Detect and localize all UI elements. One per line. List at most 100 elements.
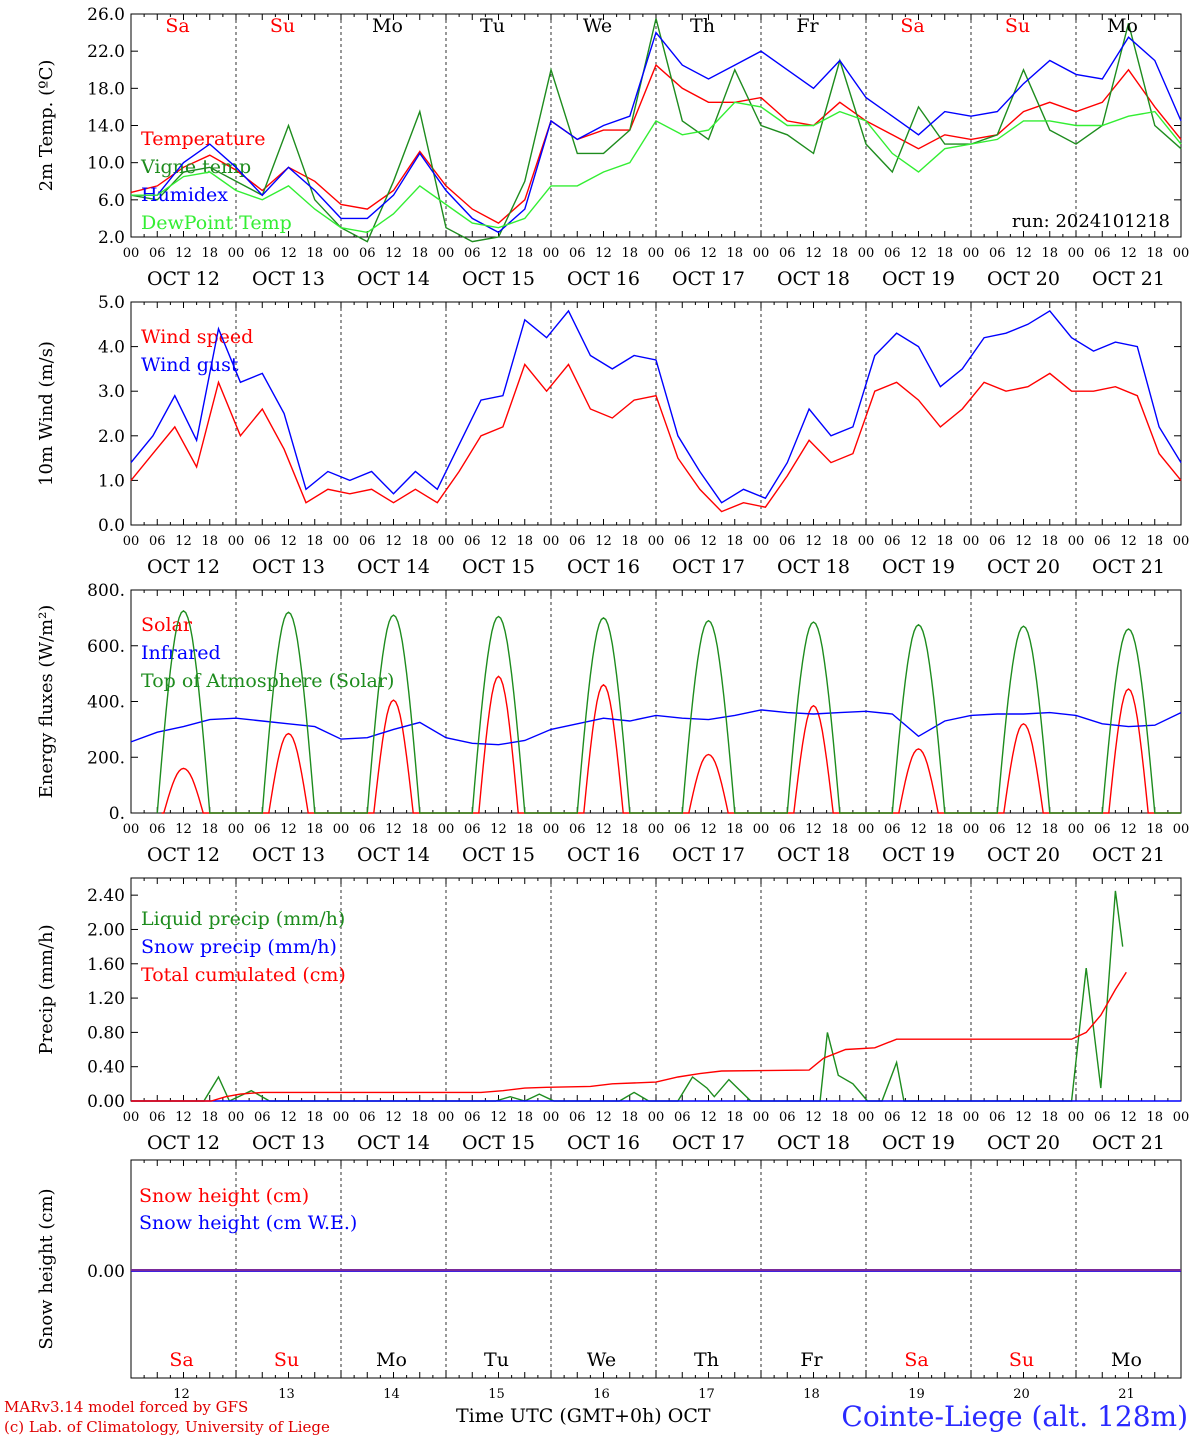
series-line-vigne-temp bbox=[130, 18, 1182, 243]
hour-tick-label: 06 bbox=[1094, 534, 1111, 549]
hour-tick-label: 18 bbox=[516, 822, 533, 837]
bottom-weekday-label: Tu bbox=[484, 1349, 509, 1371]
bottom-day-number: 12 bbox=[173, 1387, 190, 1402]
hour-tick-label: 06 bbox=[674, 822, 691, 837]
hour-tick-label: 06 bbox=[674, 246, 691, 261]
day-label: OCT 17 bbox=[672, 268, 745, 290]
legend-entry: Top of Atmosphere (Solar) bbox=[141, 670, 394, 692]
day-label: OCT 12 bbox=[147, 556, 220, 578]
legend-entry: Snow height (cm) bbox=[139, 1185, 309, 1207]
hour-tick-label: 18 bbox=[831, 534, 848, 549]
y-tick-label: 3.0 bbox=[98, 382, 125, 402]
hour-tick-label: 12 bbox=[175, 1110, 192, 1125]
legend-entry: Snow precip (mm/h) bbox=[141, 936, 337, 958]
hour-tick-label: 00 bbox=[858, 246, 875, 261]
weekday-label: Fr bbox=[796, 15, 819, 37]
hour-tick-label: 00 bbox=[438, 246, 455, 261]
hour-tick-label: 18 bbox=[201, 246, 218, 261]
hour-tick-label: 12 bbox=[490, 534, 507, 549]
hour-tick-label: 06 bbox=[779, 534, 796, 549]
hour-tick-label: 00 bbox=[228, 534, 245, 549]
hour-tick-label: 00 bbox=[858, 1110, 875, 1125]
y-tick-label: 0.40 bbox=[87, 1058, 125, 1078]
hour-tick-label: 06 bbox=[464, 822, 481, 837]
hour-tick-label: 00 bbox=[123, 1110, 140, 1125]
hour-tick-label: 00 bbox=[123, 534, 140, 549]
day-label: OCT 20 bbox=[987, 268, 1060, 290]
weekday-label: Su bbox=[270, 15, 295, 37]
day-label: OCT 13 bbox=[252, 556, 325, 578]
day-label: OCT 14 bbox=[357, 268, 430, 290]
day-label: OCT 17 bbox=[672, 556, 745, 578]
hour-tick-label: 06 bbox=[254, 534, 271, 549]
weekday-label: Sa bbox=[165, 15, 189, 37]
hour-tick-label: 00 bbox=[963, 246, 980, 261]
hour-tick-label: 12 bbox=[595, 822, 612, 837]
hour-tick-label: 00 bbox=[648, 246, 665, 261]
hour-tick-label: 06 bbox=[779, 246, 796, 261]
hour-tick-label: 00 bbox=[1173, 822, 1190, 837]
hour-tick-label: 00 bbox=[963, 822, 980, 837]
y-tick-label: 18.0 bbox=[87, 79, 125, 99]
hour-tick-label: 18 bbox=[831, 822, 848, 837]
hour-tick-label: 18 bbox=[411, 246, 428, 261]
hour-tick-label: 00 bbox=[963, 534, 980, 549]
bottom-day-number: 16 bbox=[593, 1387, 610, 1402]
hour-tick-label: 18 bbox=[201, 822, 218, 837]
hour-tick-label: 06 bbox=[149, 246, 166, 261]
y-tick-label: 2.0 bbox=[98, 228, 125, 248]
hour-tick-label: 12 bbox=[700, 822, 717, 837]
hour-tick-label: 12 bbox=[1120, 822, 1137, 837]
hour-tick-label: 06 bbox=[254, 246, 271, 261]
hour-tick-label: 18 bbox=[1146, 534, 1163, 549]
hour-tick-label: 06 bbox=[989, 1110, 1006, 1125]
hour-tick-label: 12 bbox=[805, 246, 822, 261]
lab-credit: (c) Lab. of Climatology, University of L… bbox=[4, 1418, 330, 1436]
bottom-day-number: 17 bbox=[698, 1387, 715, 1402]
hour-tick-label: 06 bbox=[884, 534, 901, 549]
hour-tick-label: 18 bbox=[306, 534, 323, 549]
y-tick-label: 2.40 bbox=[87, 886, 125, 906]
hour-tick-label: 18 bbox=[621, 534, 638, 549]
y-tick-label: 1.0 bbox=[98, 471, 125, 491]
bottom-day-number: 19 bbox=[908, 1387, 925, 1402]
hour-tick-label: 18 bbox=[726, 246, 743, 261]
hour-tick-label: 18 bbox=[726, 822, 743, 837]
hour-tick-label: 00 bbox=[543, 822, 560, 837]
hour-tick-label: 06 bbox=[254, 1110, 271, 1125]
hour-tick-label: 18 bbox=[1146, 822, 1163, 837]
hour-tick-label: 12 bbox=[700, 1110, 717, 1125]
day-label: OCT 15 bbox=[462, 1132, 535, 1154]
day-label: OCT 14 bbox=[357, 556, 430, 578]
y-tick-label: 0.0 bbox=[98, 516, 125, 536]
legend-entry: Humidex bbox=[141, 184, 228, 206]
hour-tick-label: 06 bbox=[989, 822, 1006, 837]
weekday-label: Su bbox=[1005, 15, 1030, 37]
hour-tick-label: 12 bbox=[385, 534, 402, 549]
hour-tick-label: 00 bbox=[753, 534, 770, 549]
hour-tick-label: 18 bbox=[621, 822, 638, 837]
hour-tick-label: 12 bbox=[1015, 822, 1032, 837]
hour-tick-label: 06 bbox=[569, 534, 586, 549]
model-credit: MARv3.14 model forced by GFS bbox=[4, 1398, 249, 1416]
hour-tick-label: 00 bbox=[1173, 1110, 1190, 1125]
hour-tick-label: 00 bbox=[333, 246, 350, 261]
hour-tick-label: 00 bbox=[228, 1110, 245, 1125]
hour-tick-label: 06 bbox=[674, 1110, 691, 1125]
day-label: OCT 15 bbox=[462, 268, 535, 290]
hour-tick-label: 06 bbox=[149, 822, 166, 837]
day-label: OCT 19 bbox=[882, 1132, 955, 1154]
hour-tick-label: 12 bbox=[280, 246, 297, 261]
hour-tick-label: 12 bbox=[805, 1110, 822, 1125]
day-label: OCT 16 bbox=[567, 556, 640, 578]
legend-entry: Temperature bbox=[141, 128, 265, 150]
panel-3-ylabel: Energy fluxes (W/m²) bbox=[36, 605, 57, 799]
hour-tick-label: 06 bbox=[149, 534, 166, 549]
y-tick-label: 5.0 bbox=[98, 293, 125, 313]
bottom-weekday-label: Mo bbox=[376, 1349, 407, 1371]
hour-tick-label: 12 bbox=[280, 822, 297, 837]
hour-tick-label: 18 bbox=[831, 1110, 848, 1125]
hour-tick-label: 18 bbox=[306, 822, 323, 837]
hour-tick-label: 06 bbox=[884, 246, 901, 261]
